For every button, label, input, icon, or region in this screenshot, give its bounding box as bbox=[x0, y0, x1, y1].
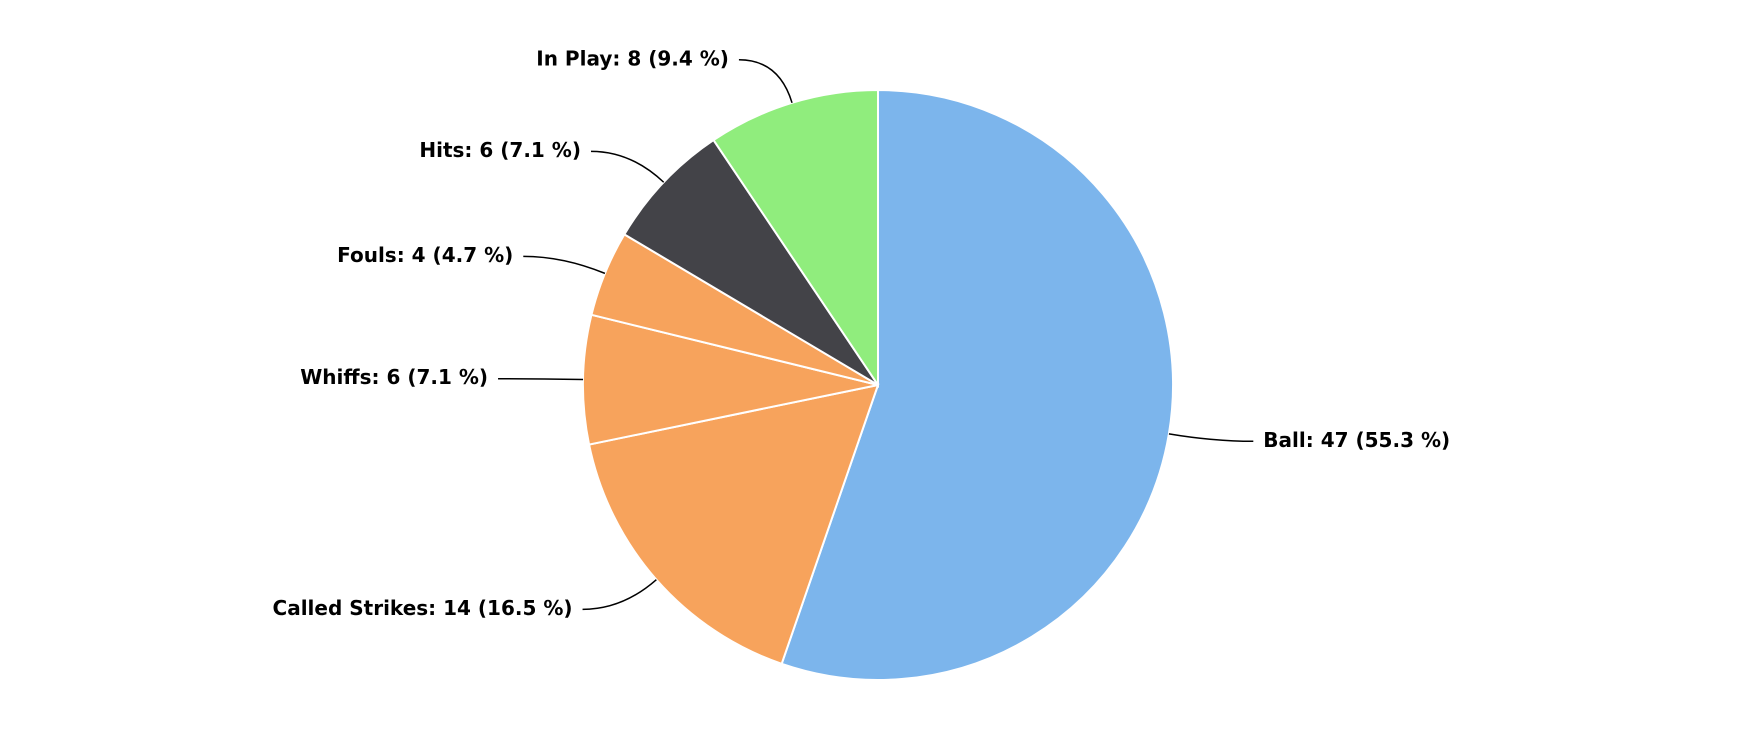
data-label: Fouls: 4 (4.7 %) bbox=[337, 243, 513, 267]
data-label: Called Strikes: 14 (16.5 %) bbox=[273, 596, 573, 620]
data-label: Whiffs: 6 (7.1 %) bbox=[300, 365, 488, 389]
data-label: Hits: 6 (7.1 %) bbox=[419, 138, 581, 162]
pie-slice bbox=[712, 88, 879, 389]
leader-line bbox=[1168, 433, 1254, 443]
data-label: In Play: 8 (9.4 %) bbox=[536, 46, 729, 70]
leader-line bbox=[498, 377, 584, 381]
leader-line bbox=[738, 59, 793, 104]
leader-line bbox=[523, 255, 606, 275]
pie-slice bbox=[587, 383, 880, 666]
leader-line bbox=[582, 579, 657, 611]
data-label: Ball: 47 (55.3 %) bbox=[1263, 428, 1450, 452]
pie-slice bbox=[622, 138, 879, 386]
leader-line bbox=[591, 150, 665, 183]
